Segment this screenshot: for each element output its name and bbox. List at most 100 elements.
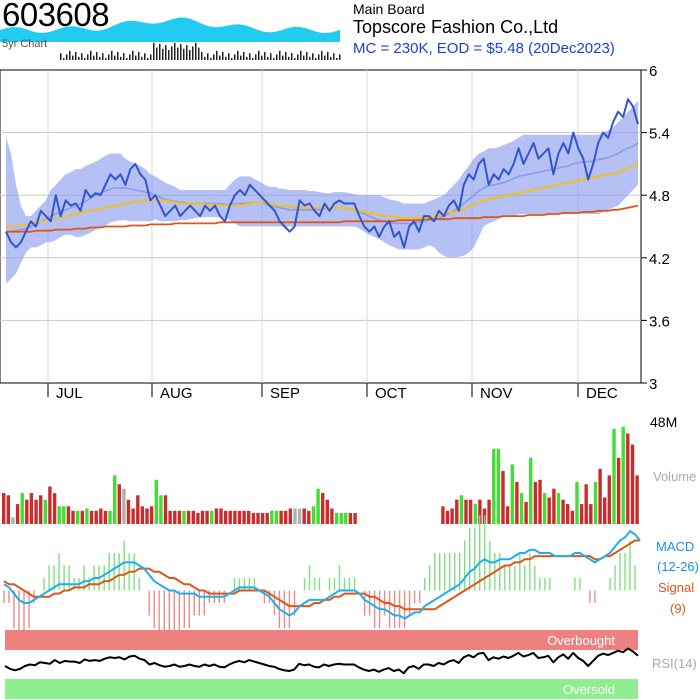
price-y-tick-label: 3 xyxy=(649,376,657,393)
volume-bar xyxy=(316,488,320,524)
macd-line xyxy=(3,529,641,620)
five-year-volume-tick xyxy=(207,53,209,60)
volume-bar xyxy=(85,508,89,524)
five-year-volume-tick xyxy=(138,52,140,60)
volume-bar xyxy=(302,508,306,524)
volume-bar xyxy=(20,493,24,524)
volume-bar xyxy=(71,510,75,525)
volume-bar xyxy=(353,513,357,524)
price-x-tick-label: SEP xyxy=(270,385,300,402)
five-year-volume-tick xyxy=(153,42,155,60)
five-year-volume-tick xyxy=(189,50,191,60)
bollinger-band xyxy=(6,101,638,284)
volume-bar xyxy=(501,471,505,524)
volume-bar xyxy=(57,506,61,524)
volume-bar xyxy=(29,493,34,524)
volume-bar xyxy=(34,499,38,524)
volume-bar xyxy=(464,499,468,524)
volume-bar xyxy=(510,464,514,524)
volume-bar xyxy=(505,506,510,524)
rsi-line-group xyxy=(4,647,639,675)
price-y-tick-label: 3.6 xyxy=(649,313,670,330)
signal-line xyxy=(3,539,640,611)
volume-bar xyxy=(459,495,464,524)
volume-bar xyxy=(113,475,117,524)
five-year-volume-tick xyxy=(84,58,86,60)
volume-bar xyxy=(99,508,103,524)
five-year-volume-tick xyxy=(327,52,329,60)
volume-bar xyxy=(223,510,228,525)
volume-bar xyxy=(607,475,611,524)
volume-bar xyxy=(579,504,584,524)
volume-bar xyxy=(570,510,575,525)
five-year-volume-tick xyxy=(303,55,305,60)
volume-bar xyxy=(94,510,98,525)
signal-params-label: (9) xyxy=(670,601,686,616)
five-year-volume-tick xyxy=(213,54,215,60)
volume-bar xyxy=(279,510,283,525)
rsi-label: RSI(14) xyxy=(652,656,697,671)
price-x-tick-label: AUG xyxy=(160,385,193,402)
volume-bar xyxy=(149,506,154,524)
volume-bar xyxy=(219,508,223,524)
volume-panel: 48M Volume xyxy=(2,414,696,525)
five-year-volume-tick xyxy=(102,53,104,60)
volume-bar xyxy=(117,484,121,525)
volume-bar xyxy=(103,510,108,525)
volume-bar xyxy=(270,510,274,525)
volume-bar xyxy=(205,510,209,525)
volume-bar xyxy=(288,508,292,524)
five-year-volume-tick xyxy=(312,53,314,60)
volume-bar xyxy=(186,510,191,525)
five-year-volume-tick xyxy=(162,48,164,60)
five-year-volume-tick xyxy=(114,55,116,60)
price-x-tick-label: DEC xyxy=(586,385,618,402)
volume-bar xyxy=(6,495,10,524)
five-year-volume-tick xyxy=(249,53,251,60)
company-name: Topscore Fashion Co.,Ltd xyxy=(353,17,559,37)
volume-bar xyxy=(163,495,168,524)
five-year-volume-tick xyxy=(228,53,230,60)
macd-params-label: (12-26) xyxy=(657,559,699,574)
five-year-volume-tick xyxy=(285,52,287,60)
volume-bar xyxy=(80,510,84,525)
five-year-volume-tick xyxy=(204,56,206,60)
overbought-band xyxy=(5,630,638,650)
price-y-tick-label: 4.8 xyxy=(649,188,670,205)
volume-bar xyxy=(307,510,311,525)
volume-bar xyxy=(177,510,182,525)
volume-bar xyxy=(2,493,6,524)
price-y-tick-label: 6 xyxy=(649,63,657,80)
five-year-volume-tick xyxy=(282,55,284,60)
volume-bar xyxy=(210,510,214,525)
five-year-volume-tick xyxy=(234,54,236,60)
volume-bar xyxy=(348,513,353,524)
volume-bar xyxy=(533,482,538,524)
five-year-volume-tick xyxy=(231,58,233,60)
five-year-volume-tick xyxy=(180,44,182,60)
five-year-volume-tick xyxy=(210,58,212,60)
volume-bar xyxy=(441,506,445,524)
volume-bar xyxy=(630,444,635,524)
five-year-volume-tick xyxy=(129,54,131,60)
five-year-volume-tick xyxy=(279,50,281,60)
five-year-volume-tick xyxy=(333,53,335,60)
oversold-band xyxy=(5,679,638,699)
volume-bar xyxy=(556,493,561,524)
volume-bar xyxy=(473,504,477,524)
volume-bar xyxy=(191,510,195,525)
volume-bar xyxy=(260,513,265,524)
volume-bar xyxy=(76,510,80,525)
five-year-volume-tick xyxy=(222,52,224,60)
five-year-volume-tick xyxy=(246,56,248,60)
volume-bar xyxy=(182,510,186,525)
five-year-volume-tick xyxy=(72,55,74,60)
volume-bar xyxy=(200,510,205,525)
volume-bar xyxy=(330,508,334,524)
volume-bar xyxy=(566,504,570,524)
five-year-volume-tick xyxy=(99,56,101,60)
price-x-axis: JUL AUG SEP OCT NOV DEC xyxy=(47,383,618,402)
volume-bar xyxy=(214,508,219,524)
five-year-volume-tick xyxy=(90,50,92,60)
five-year-price-area xyxy=(0,17,340,42)
